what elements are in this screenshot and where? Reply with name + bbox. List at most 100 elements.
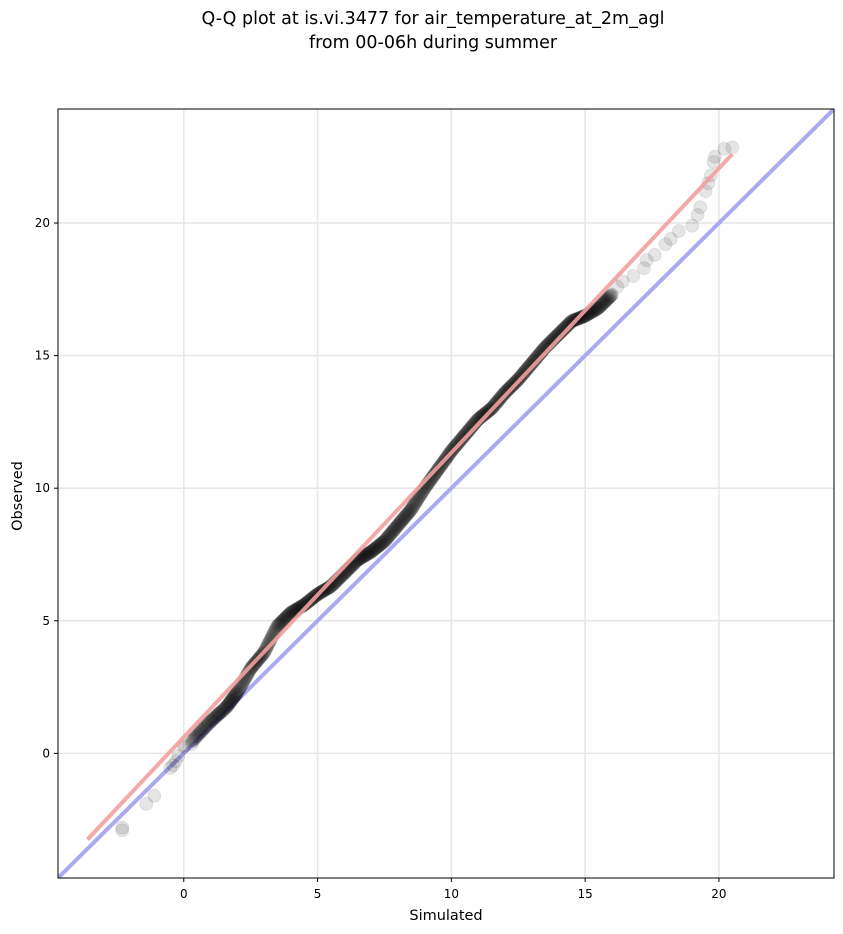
data-point bbox=[227, 689, 242, 704]
y-axis-label: Observed bbox=[10, 461, 26, 531]
data-point bbox=[398, 508, 413, 523]
data-point bbox=[361, 546, 376, 561]
chart-title-line2: from 00-06h during summer bbox=[309, 33, 558, 53]
data-point bbox=[398, 509, 413, 524]
data-point bbox=[228, 688, 243, 703]
data-point bbox=[215, 703, 230, 718]
data-point bbox=[376, 535, 391, 550]
data-point bbox=[593, 299, 608, 314]
data-point bbox=[601, 290, 616, 305]
data-point bbox=[409, 494, 424, 509]
data-point bbox=[392, 516, 407, 531]
data-point bbox=[200, 717, 215, 732]
data-point bbox=[597, 294, 612, 309]
data-point bbox=[371, 539, 386, 554]
data-point bbox=[203, 714, 218, 729]
x-axis-ticks: 0 5 10 15 20 bbox=[180, 878, 727, 901]
data-point bbox=[590, 301, 605, 316]
data-point bbox=[115, 823, 130, 838]
data-point bbox=[457, 428, 472, 443]
data-point bbox=[522, 359, 537, 374]
data-point bbox=[379, 532, 394, 547]
data-point bbox=[166, 758, 181, 773]
data-point bbox=[219, 699, 234, 714]
data-point bbox=[208, 709, 223, 724]
grid bbox=[58, 109, 834, 878]
data-point bbox=[194, 724, 209, 739]
data-point bbox=[409, 493, 424, 508]
data-point bbox=[229, 686, 244, 701]
data-point bbox=[370, 539, 385, 554]
plot-area bbox=[58, 109, 834, 878]
y-tick-label: 0 bbox=[42, 746, 50, 760]
data-point bbox=[189, 729, 204, 744]
plot-frame bbox=[57, 108, 835, 879]
data-point bbox=[375, 536, 390, 551]
data-point bbox=[363, 545, 378, 560]
data-point bbox=[232, 681, 247, 696]
data-point bbox=[391, 517, 406, 532]
data-point bbox=[388, 521, 403, 536]
data-point bbox=[604, 287, 619, 302]
data-point bbox=[224, 692, 239, 707]
data-point bbox=[356, 549, 371, 564]
data-point bbox=[211, 707, 226, 722]
data-point bbox=[392, 516, 407, 531]
data-point bbox=[358, 548, 373, 563]
data-point bbox=[639, 253, 654, 268]
data-point bbox=[459, 425, 474, 440]
data-point bbox=[407, 497, 422, 512]
data-point bbox=[387, 521, 402, 536]
data-point bbox=[221, 697, 236, 712]
data-point bbox=[218, 700, 233, 715]
data-point bbox=[190, 728, 205, 743]
data-point bbox=[364, 544, 379, 559]
data-point bbox=[368, 541, 383, 556]
data-point bbox=[520, 361, 535, 376]
data-point bbox=[276, 613, 291, 628]
data-point bbox=[275, 613, 290, 628]
data-point bbox=[599, 293, 614, 308]
data-point bbox=[213, 705, 228, 720]
data-point bbox=[701, 176, 716, 191]
data-point bbox=[402, 503, 417, 518]
data-point bbox=[400, 506, 415, 521]
data-point bbox=[216, 702, 231, 717]
y-tick-label: 15 bbox=[35, 349, 50, 363]
data-point bbox=[210, 708, 225, 723]
data-point bbox=[272, 616, 287, 631]
data-point bbox=[231, 683, 246, 698]
data-point bbox=[195, 723, 210, 738]
data-point bbox=[201, 716, 216, 731]
data-point bbox=[171, 749, 186, 764]
data-point bbox=[565, 313, 580, 328]
data-point bbox=[359, 547, 374, 562]
data-point bbox=[220, 699, 235, 714]
data-point bbox=[600, 291, 615, 306]
data-point bbox=[381, 529, 396, 544]
data-point bbox=[725, 140, 740, 155]
data-point bbox=[429, 465, 444, 480]
data-point bbox=[319, 582, 334, 597]
data-point bbox=[412, 489, 427, 504]
data-point bbox=[428, 466, 443, 481]
data-point bbox=[280, 608, 295, 623]
data-point bbox=[589, 301, 604, 316]
data-point bbox=[403, 503, 418, 518]
data-point bbox=[591, 300, 606, 315]
data-point bbox=[268, 622, 283, 637]
data-point bbox=[717, 141, 732, 156]
data-point bbox=[357, 548, 372, 563]
data-point bbox=[383, 526, 398, 541]
data-point bbox=[229, 686, 244, 701]
data-point bbox=[647, 247, 662, 262]
data-point bbox=[364, 544, 379, 559]
data-point bbox=[615, 274, 630, 289]
data-point bbox=[283, 606, 298, 621]
data-point bbox=[626, 269, 641, 284]
data-point bbox=[396, 511, 411, 526]
data-point bbox=[226, 690, 241, 705]
data-point bbox=[365, 543, 380, 558]
data-point bbox=[369, 540, 384, 555]
data-point bbox=[397, 510, 412, 525]
